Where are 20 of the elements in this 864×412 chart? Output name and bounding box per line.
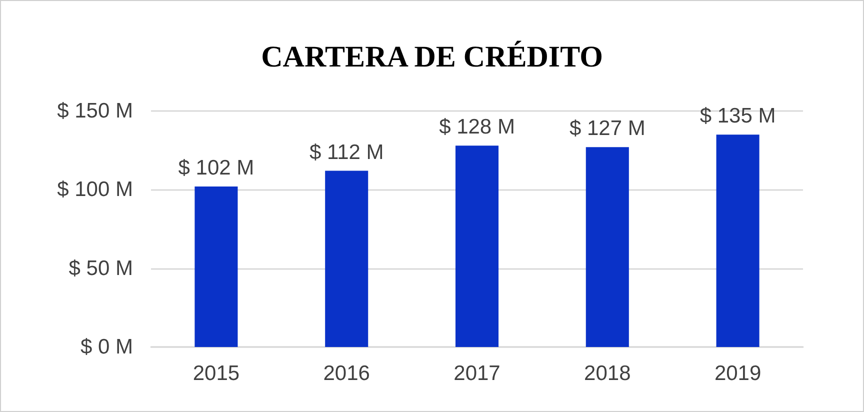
x-tick-label: 2019	[714, 362, 762, 385]
x-tick-label: 2015	[192, 362, 240, 385]
x-tick-label: 2018	[584, 362, 631, 385]
x-tick-label: 2016	[323, 362, 370, 385]
y-tick-label: $ 100 M	[57, 178, 133, 202]
data-label: $ 127 M	[569, 117, 646, 140]
data-label: $ 135 M	[700, 104, 776, 128]
data-label: $ 128 M	[439, 116, 515, 139]
chart-title: CARTERA DE CRÉDITO	[261, 40, 603, 74]
data-label: $ 112 M	[309, 140, 384, 164]
x-tick-label: 2017	[454, 362, 500, 385]
y-tick-label: $ 150 M	[57, 100, 133, 122]
bar	[716, 134, 760, 347]
bar	[194, 186, 238, 347]
bar	[325, 170, 368, 347]
bar	[455, 146, 499, 347]
y-tick-label: $ 0 M	[80, 336, 133, 358]
data-label: $ 102 M	[178, 156, 254, 180]
y-tick-label: $ 50 M	[68, 256, 133, 280]
bar	[586, 147, 629, 347]
